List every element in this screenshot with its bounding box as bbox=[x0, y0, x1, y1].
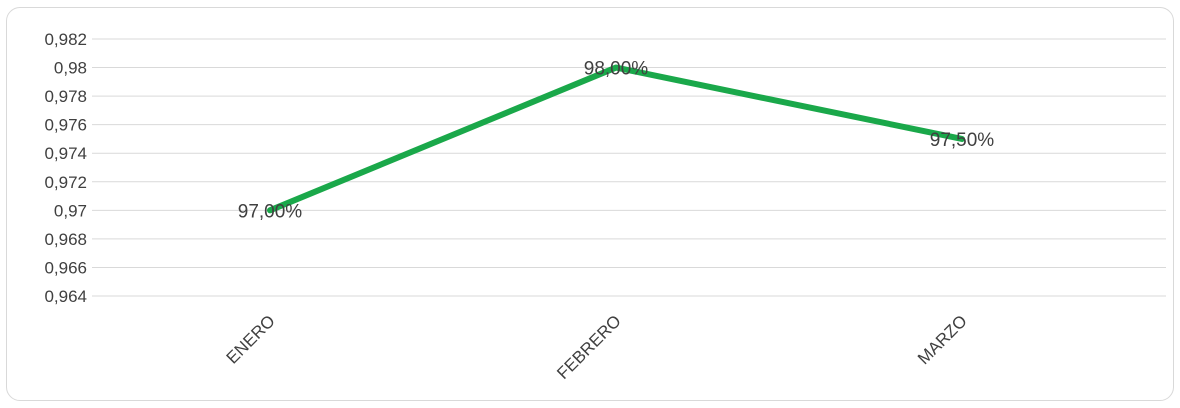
y-tick-label: 0,964 bbox=[44, 287, 87, 306]
data-label: 97,00% bbox=[238, 201, 303, 222]
y-tick-label: 0,974 bbox=[44, 144, 87, 163]
y-tick-label: 0,97 bbox=[54, 201, 87, 220]
y-tick-label: 0,982 bbox=[44, 30, 87, 49]
y-tick-label: 0,978 bbox=[44, 87, 87, 106]
series-line bbox=[267, 64, 965, 214]
x-category-label: FEBRERO bbox=[553, 311, 625, 383]
gridlines bbox=[92, 38, 1166, 297]
x-axis-category-labels: ENERO FEBRERO MARZO bbox=[223, 311, 971, 383]
x-category-label: ENERO bbox=[223, 311, 279, 367]
data-label: 97,50% bbox=[930, 130, 995, 151]
y-tick-label: 0,976 bbox=[44, 116, 87, 135]
x-category-label: MARZO bbox=[914, 311, 971, 368]
series-line-path bbox=[267, 64, 965, 214]
data-label: 98,00% bbox=[584, 59, 649, 80]
y-tick-label: 0,98 bbox=[54, 59, 87, 78]
y-axis-tick-labels: 0,982 0,98 0,978 0,976 0,974 0,972 0,97 0,968 0,… bbox=[44, 30, 87, 306]
y-tick-label: 0,972 bbox=[44, 173, 87, 192]
y-tick-label: 0,966 bbox=[44, 258, 87, 277]
chart-frame bbox=[6, 7, 1174, 401]
data-labels: 97,00% 98,00% 97,50% bbox=[238, 59, 995, 223]
y-tick-label: 0,968 bbox=[44, 230, 87, 249]
